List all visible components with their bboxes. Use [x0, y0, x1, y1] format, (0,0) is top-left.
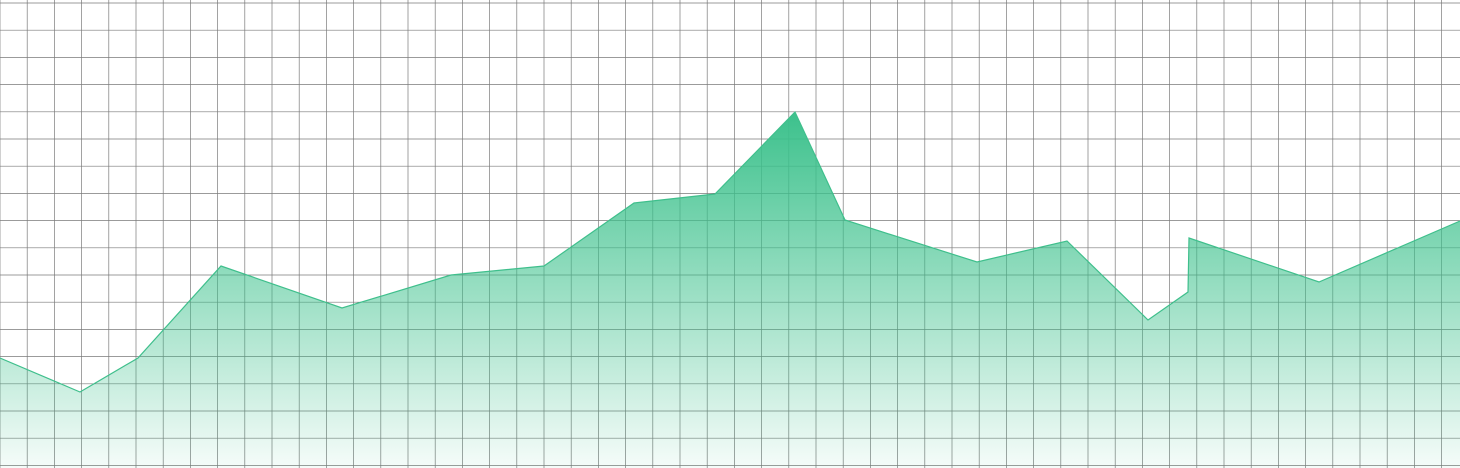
series-line — [0, 110, 1460, 393]
area-fill — [0, 112, 1460, 468]
